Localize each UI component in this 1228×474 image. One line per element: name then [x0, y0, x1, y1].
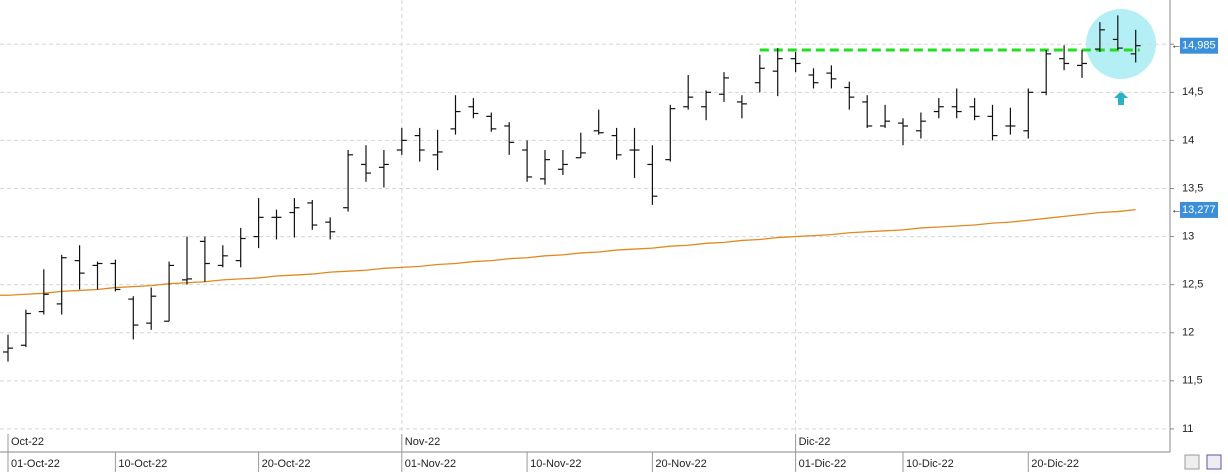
x-tick-label: 01-Dic-22 — [799, 458, 847, 470]
month-label: Oct-22 — [11, 436, 44, 448]
y-tick-label: 11 — [1182, 423, 1193, 435]
x-tick-label: 10-Nov-22 — [530, 458, 581, 470]
y-tick-label: 13,5 — [1182, 182, 1203, 194]
y-tick-label: 12,5 — [1182, 279, 1203, 291]
x-tick-label: 01-Oct-22 — [11, 458, 60, 470]
y-tick-label: 13 — [1182, 230, 1194, 242]
y-tick-label: 11,5 — [1182, 375, 1203, 387]
last-price-label: 14,985 — [1182, 40, 1216, 52]
last-price-label-box — [1180, 37, 1218, 54]
y-tick-label: 12 — [1182, 327, 1194, 339]
x-tick-label: 10-Dic-22 — [906, 458, 954, 470]
y-tick-label: 14 — [1182, 134, 1194, 146]
moving-average-line — [7, 209, 1136, 296]
save-button[interactable] — [1206, 454, 1222, 470]
month-label: Dic-22 — [799, 436, 831, 448]
x-tick-label: 20-Nov-22 — [655, 458, 706, 470]
last-price-label-arrow: ← — [1171, 40, 1182, 52]
x-tick-label: 10-Oct-22 — [118, 458, 167, 470]
ma-value-label: 13,277 — [1182, 204, 1216, 216]
x-tick-label: 20-Oct-22 — [262, 458, 311, 470]
y-tick-label: 14,5 — [1182, 86, 1203, 98]
x-tick-label: 01-Nov-22 — [405, 458, 456, 470]
arrow-up — [1114, 91, 1128, 105]
month-label: Nov-22 — [405, 436, 440, 448]
x-tick-label: 20-Dic-22 — [1031, 458, 1079, 470]
scroll-button[interactable] — [1184, 454, 1200, 470]
ma-value-label-arrow: ← — [1171, 204, 1182, 216]
ma-value-label-box — [1180, 201, 1218, 218]
